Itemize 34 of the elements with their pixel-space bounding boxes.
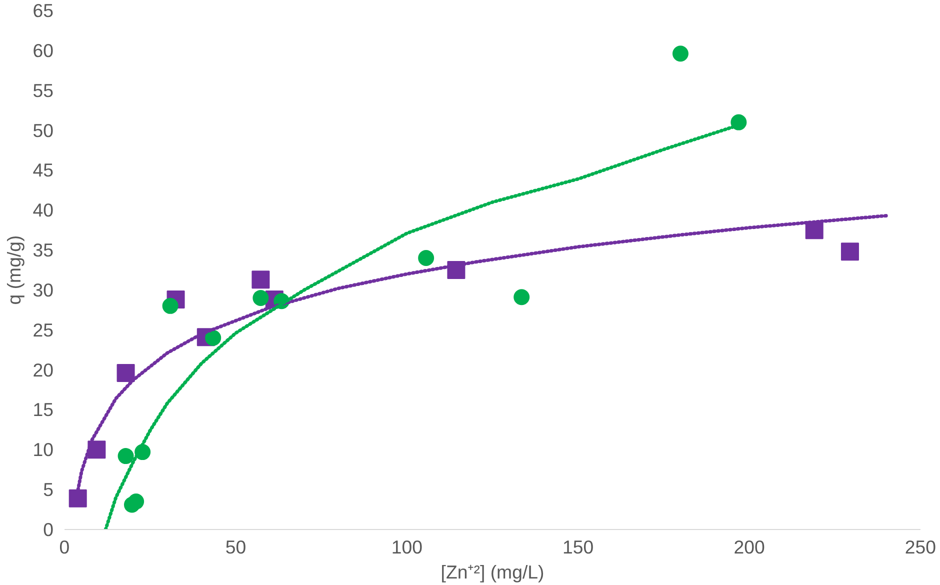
x-tick-label: 0: [59, 536, 70, 558]
point: [205, 330, 222, 346]
point: [252, 270, 270, 289]
y-axis-title: q (mg/g): [4, 235, 25, 305]
y-tick-label: 5: [43, 479, 54, 500]
point: [68, 489, 87, 508]
x-tick-label: 150: [562, 536, 594, 558]
y-tick-label: 15: [32, 399, 54, 420]
y-tick-label: 25: [32, 319, 54, 340]
point: [128, 494, 144, 510]
x-axis-title: [Zn⁺²] (mg/L): [440, 562, 544, 582]
y-tick-label: 65: [32, 0, 54, 21]
y-tick-label: 35: [32, 240, 54, 261]
point: [118, 448, 134, 464]
y-tick-label: 20: [32, 359, 54, 380]
point: [514, 289, 530, 306]
y-tick-label: 40: [32, 200, 54, 221]
x-tick-label: 50: [225, 536, 246, 558]
point: [162, 298, 178, 314]
y-tick-label: 0: [43, 519, 54, 540]
point: [672, 46, 688, 62]
y-tick-label: 55: [32, 80, 54, 101]
point: [840, 242, 859, 261]
y-tick-label: 60: [32, 40, 54, 61]
y-tick-label: 30: [32, 279, 54, 300]
x-tick-label: 200: [734, 536, 765, 558]
x-tick-label: 100: [391, 536, 422, 558]
y-tick-label: 50: [32, 120, 54, 141]
y-tick-label: 45: [32, 160, 54, 181]
point: [252, 290, 269, 306]
y-tick-label: 10: [32, 439, 54, 460]
point: [116, 364, 135, 382]
x-tick-label: 250: [904, 536, 936, 558]
point: [418, 250, 434, 266]
